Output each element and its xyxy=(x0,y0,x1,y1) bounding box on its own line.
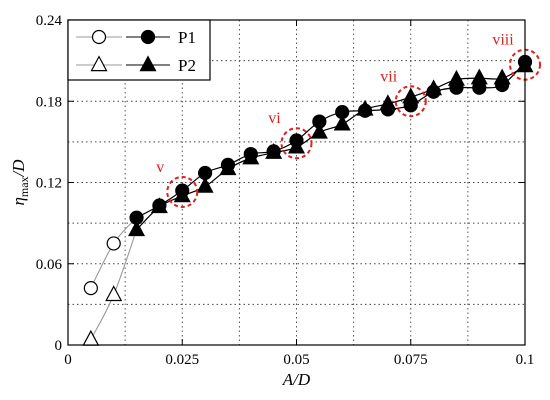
point-P2 xyxy=(447,69,465,86)
legend-marker-open-triangle xyxy=(90,55,108,72)
point-P2 xyxy=(150,197,168,214)
y-axis-title-suffix: /D xyxy=(9,159,28,178)
fit-line-P1 xyxy=(136,61,526,219)
point-P2 xyxy=(196,176,214,193)
x-axis-title: A/D xyxy=(282,370,311,389)
annotation-label: viii xyxy=(492,32,514,49)
ticks: 0 0.025 0.05 0.075 0.1 0 0.06 0.12 0.18 0.24 xyxy=(36,13,535,368)
point-P2 xyxy=(493,68,511,85)
x-tick-label: 0.025 xyxy=(165,352,199,368)
y-axis-title-main: η xyxy=(9,197,28,205)
x-tick-label: 0.05 xyxy=(283,352,309,368)
point-P2 xyxy=(333,114,351,131)
point-P2 xyxy=(128,220,146,237)
annotation-circle xyxy=(166,175,199,208)
legend-marker-filled-triangle xyxy=(139,55,157,72)
point-P2 xyxy=(356,99,374,116)
point-P2 xyxy=(425,79,443,96)
y-tick-label: 0.24 xyxy=(36,13,63,29)
legend-marker-filled-circle xyxy=(140,29,156,45)
point-P2 xyxy=(242,148,260,165)
point-P2 xyxy=(470,68,488,85)
data-marks xyxy=(82,54,534,346)
x-tick-label: 0.075 xyxy=(394,352,428,368)
point-P2 xyxy=(265,143,283,159)
point-P2 xyxy=(402,87,420,104)
point-P2 xyxy=(173,186,191,203)
annotation-label: vii xyxy=(380,68,397,85)
annotation-circle xyxy=(394,85,427,118)
y-axis-title: ηmax/D xyxy=(9,159,31,206)
annotations: v vi vii viii xyxy=(156,32,541,208)
point-P2 xyxy=(287,137,306,154)
annotation-label: v xyxy=(156,159,164,176)
point-P2-open xyxy=(105,285,123,302)
legend-label: P2 xyxy=(178,56,196,75)
point-P2-open xyxy=(82,329,100,346)
legend-label: P1 xyxy=(178,28,196,47)
y-tick-label: 0.18 xyxy=(36,94,62,110)
y-tick-label: 0.06 xyxy=(36,257,63,273)
point-P2 xyxy=(379,94,397,111)
point-P2 xyxy=(310,122,328,139)
fit-line-P2 xyxy=(136,65,526,231)
point-P2 xyxy=(219,159,237,176)
x-tick-label: 0.1 xyxy=(516,352,535,368)
point-P1-open xyxy=(83,281,98,296)
annotation-circle xyxy=(280,127,313,160)
x-tick-label: 0 xyxy=(64,352,72,368)
y-axis-title-sub: max xyxy=(17,176,31,197)
fit-line-light-P1 xyxy=(90,217,137,289)
point-P1-open xyxy=(106,236,121,251)
y-tick-label: 0.12 xyxy=(36,176,62,192)
y-tick-label: 0 xyxy=(55,338,63,354)
legend-marker-open-circle xyxy=(91,29,107,45)
annotation-label: vi xyxy=(268,110,281,127)
